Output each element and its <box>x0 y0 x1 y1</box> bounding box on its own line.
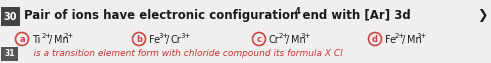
Text: Mn: Mn <box>407 35 421 45</box>
FancyBboxPatch shape <box>1 7 20 26</box>
Text: 3+: 3+ <box>180 33 191 38</box>
Text: Fe: Fe <box>149 35 160 45</box>
Text: Cr: Cr <box>269 35 280 45</box>
Text: Ti: Ti <box>32 35 40 45</box>
Text: b: b <box>136 35 142 43</box>
Text: /: / <box>286 35 289 45</box>
Text: 2+: 2+ <box>278 33 289 38</box>
FancyBboxPatch shape <box>1 47 18 61</box>
Text: Pair of ions have electronic configuration end with [Ar] 3d: Pair of ions have electronic configurati… <box>24 10 411 22</box>
Text: 4: 4 <box>295 6 301 15</box>
Text: d: d <box>372 35 378 43</box>
Text: a: a <box>19 35 25 43</box>
Text: Mn: Mn <box>291 35 305 45</box>
Text: Fe: Fe <box>385 35 396 45</box>
Text: 3+: 3+ <box>416 33 427 38</box>
Text: /: / <box>165 35 169 45</box>
Text: /: / <box>49 35 52 45</box>
Text: /: / <box>402 35 405 45</box>
Text: ❯: ❯ <box>477 10 487 22</box>
Text: 31: 31 <box>4 50 15 59</box>
Text: 3+: 3+ <box>300 33 311 38</box>
Text: Mn: Mn <box>54 35 68 45</box>
Text: 3+: 3+ <box>159 33 169 38</box>
Text: 2+: 2+ <box>42 33 52 38</box>
Text: is a transition element form with chloride compound its formula X Cl: is a transition element form with chlori… <box>22 50 343 59</box>
Text: Cr: Cr <box>170 35 181 45</box>
Text: c: c <box>256 35 262 43</box>
Text: 2+: 2+ <box>63 33 74 38</box>
Text: 2+: 2+ <box>395 33 405 38</box>
Text: 30: 30 <box>4 12 17 21</box>
